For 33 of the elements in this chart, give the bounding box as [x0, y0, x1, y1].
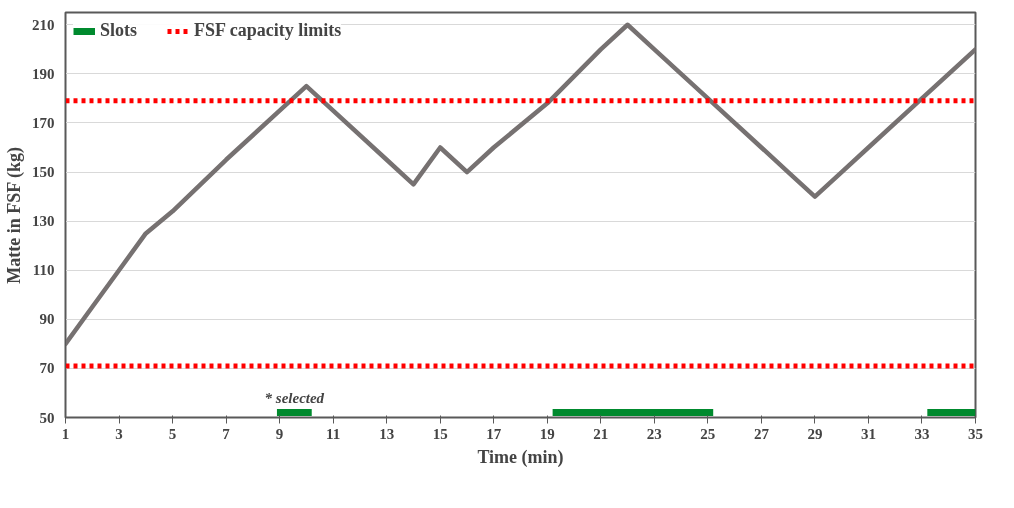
x-tick-label: 7 [222, 425, 231, 442]
annotation: * selected [264, 389, 325, 406]
x-tick-label: 23 [646, 425, 662, 442]
y-tick-label: 90 [39, 311, 55, 328]
x-tick-label: 15 [432, 425, 448, 442]
y-tick-label: 50 [39, 409, 55, 426]
x-tick-label: 27 [753, 425, 770, 442]
x-axis-title: Time (min) [477, 446, 564, 468]
x-tick-label: 35 [968, 425, 983, 442]
y-tick-label: 150 [32, 164, 55, 181]
legend-label: Slots [100, 20, 138, 41]
y-tick-label: 110 [32, 262, 55, 279]
x-tick-label: 5 [168, 425, 177, 442]
legend-label: FSF capacity limits [194, 20, 342, 41]
x-tick-label: 33 [914, 425, 930, 442]
y-tick-label: 70 [39, 360, 55, 377]
x-tick-label: 17 [486, 425, 502, 442]
x-tick-label: 3 [115, 425, 123, 442]
y-tick-label: 210 [32, 16, 55, 33]
x-tick-label: 1 [61, 425, 70, 442]
x-tick-label: 25 [700, 425, 716, 442]
y-tick-label: 170 [32, 114, 55, 131]
y-tick-label: 190 [32, 65, 55, 82]
y-tick-label: 130 [32, 213, 55, 230]
x-tick-label: 13 [379, 425, 395, 442]
x-tick-label: 29 [807, 425, 823, 442]
x-tick-label: 21 [593, 425, 609, 442]
x-tick-label: 19 [539, 425, 555, 442]
line-series [65, 22, 976, 347]
y-axis-title: Matte in FSF (kg) [4, 146, 25, 284]
x-tick-label: 9 [275, 425, 284, 442]
x-tick-label: 31 [860, 425, 876, 442]
x-tick-label: 11 [326, 425, 341, 442]
